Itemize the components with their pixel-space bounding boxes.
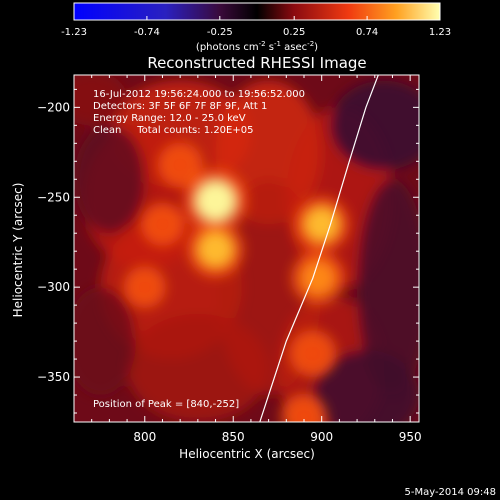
y-tick-label: −300 <box>37 280 70 294</box>
colorbar-tick-label: -1.23 <box>61 27 87 38</box>
annotation-time: 16-Jul-2012 19:56:24.000 to 19:56:52.000 <box>93 89 305 100</box>
hxr-source <box>304 207 339 242</box>
diffuse-emission <box>312 350 419 422</box>
diffuse-emission <box>74 125 145 234</box>
annotation-energy: Energy Range: 12.0 - 25.0 keV <box>93 113 246 124</box>
hxr-source <box>166 150 195 179</box>
x-tick-label: 800 <box>133 430 156 444</box>
colorbar <box>73 2 441 21</box>
colorbar-tick-label: -0.74 <box>134 27 160 38</box>
colorbar-unit: (photons cm-2 s-1 asec-2) <box>196 40 318 53</box>
plot-frame <box>73 74 420 423</box>
chart-title: Reconstructed RHESSI Image <box>147 54 366 72</box>
x-axis-label: Heliocentric X (arcsec) <box>179 447 315 461</box>
colorbar-tick-label: 0.74 <box>356 27 378 38</box>
diffuse-emission <box>74 287 136 396</box>
hxr-source <box>298 338 328 369</box>
hxr-source <box>148 210 177 238</box>
solar-limb-line <box>259 75 379 422</box>
colorbar-ticks: -1.23 -0.74 -0.25 0.25 0.74 1.23 <box>61 16 451 38</box>
y-tick-label: −350 <box>37 370 70 384</box>
hxr-source <box>195 181 236 221</box>
y-tick-label: −250 <box>37 190 70 204</box>
x-tick-label: 900 <box>310 430 333 444</box>
annotation-clean: Clean Total counts: 1.20E+05 <box>93 125 253 136</box>
x-tick-label: 950 <box>399 430 422 444</box>
annotation-peak: Position of Peak = [840,-252] <box>93 399 239 410</box>
hxr-source <box>131 273 158 301</box>
colorbar-tick-label: 0.25 <box>283 27 305 38</box>
annotation-block: 16-Jul-2012 19:56:24.000 to 19:56:52.000… <box>93 89 305 410</box>
y-axis-label: Heliocentric Y (arcsec) <box>11 183 25 318</box>
y-tick-label: −200 <box>37 100 70 114</box>
hxr-source <box>301 261 335 295</box>
x-tick-label: 850 <box>222 430 245 444</box>
diffuse-emission <box>357 179 419 396</box>
hxr-source <box>197 231 234 267</box>
axes: 800 850 900 950 −200 −250 −300 −350 <box>37 75 422 444</box>
diffuse-emission <box>330 80 419 171</box>
colorbar-tick-label: -0.25 <box>207 27 233 38</box>
timestamp: 5-May-2014 09:48 <box>404 487 496 498</box>
colorbar-tick-label: 1.23 <box>429 27 451 38</box>
hxr-source <box>289 402 319 422</box>
heatmap-image <box>74 75 419 422</box>
annotation-detectors: Detectors: 3F 5F 6F 7F 8F 9F, Att 1 <box>93 101 267 112</box>
diffuse-emission <box>74 75 128 126</box>
